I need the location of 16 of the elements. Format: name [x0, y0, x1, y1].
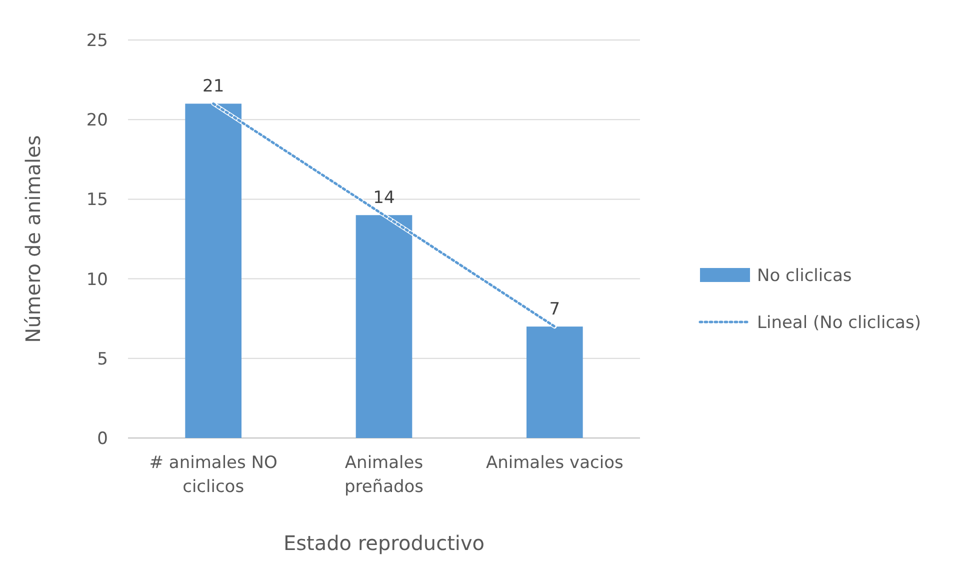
y-axis-title: Número de animales: [21, 135, 45, 343]
y-tick-label: 10: [86, 270, 108, 290]
legend-label: Lineal (No cliclicas): [757, 312, 921, 333]
legend-label: No cliclicas: [757, 266, 852, 286]
y-tick-label: 5: [97, 349, 108, 370]
data-label: 7: [549, 300, 560, 320]
y-tick-label: 20: [86, 110, 108, 131]
x-axis-title: Estado reproductivo: [283, 531, 485, 555]
y-tick-label: 25: [86, 30, 108, 51]
y-tick-label: 0: [97, 428, 108, 449]
x-tick-label: # animales NO ciclicos: [149, 453, 278, 497]
data-label: 21: [202, 76, 224, 97]
data-label: 14: [373, 188, 395, 208]
x-tick-label: Animales vacios: [486, 453, 624, 473]
y-tick-label: 15: [86, 190, 108, 210]
x-tick-label: Animales preñados: [344, 453, 424, 497]
